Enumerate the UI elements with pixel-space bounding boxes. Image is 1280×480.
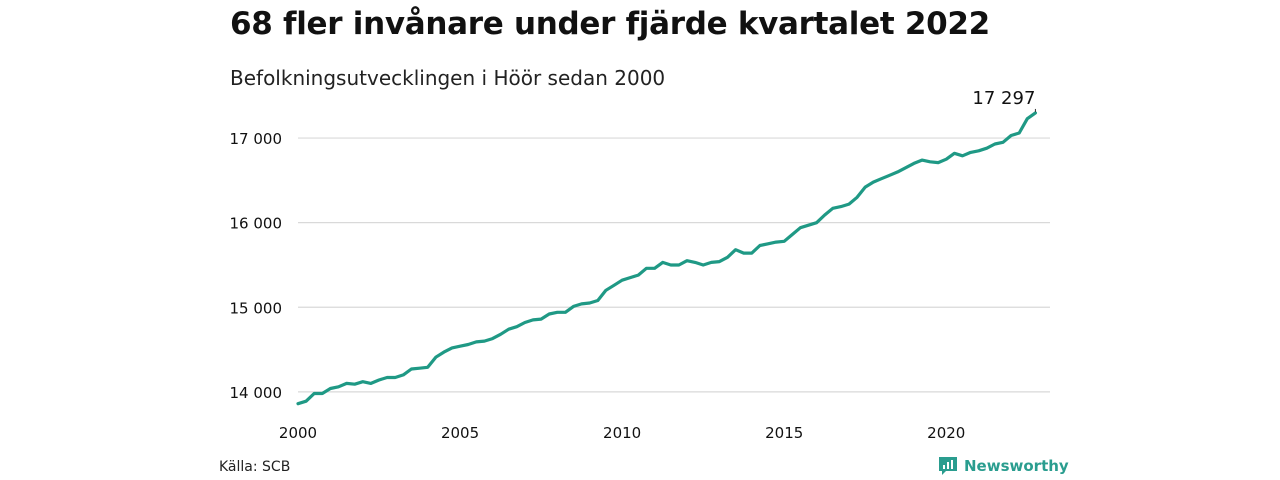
population-line — [296, 111, 1037, 406]
x-tick-label: 2015 — [765, 424, 803, 442]
y-tick-label: 15 000 — [230, 299, 283, 317]
brand-logo: Newsworthy — [938, 456, 1069, 476]
last-value-label: 17 297 — [972, 88, 1035, 109]
chart-title: 68 fler invånare under fjärde kvartalet … — [230, 6, 990, 42]
y-tick-label: 17 000 — [230, 130, 283, 148]
brand-name: Newsworthy — [964, 457, 1069, 475]
y-tick-label: 14 000 — [230, 384, 283, 402]
x-tick-label: 2005 — [441, 424, 479, 442]
chart-subtitle: Befolkningsutvecklingen i Höör sedan 200… — [230, 66, 666, 90]
newsworthy-logo-icon — [939, 457, 957, 475]
x-tick-label: 2010 — [603, 424, 641, 442]
source-label: Källa: SCB — [219, 459, 291, 475]
y-tick-label: 16 000 — [230, 215, 283, 233]
x-tick-label: 2000 — [279, 424, 317, 442]
x-tick-label: 2020 — [927, 424, 965, 442]
